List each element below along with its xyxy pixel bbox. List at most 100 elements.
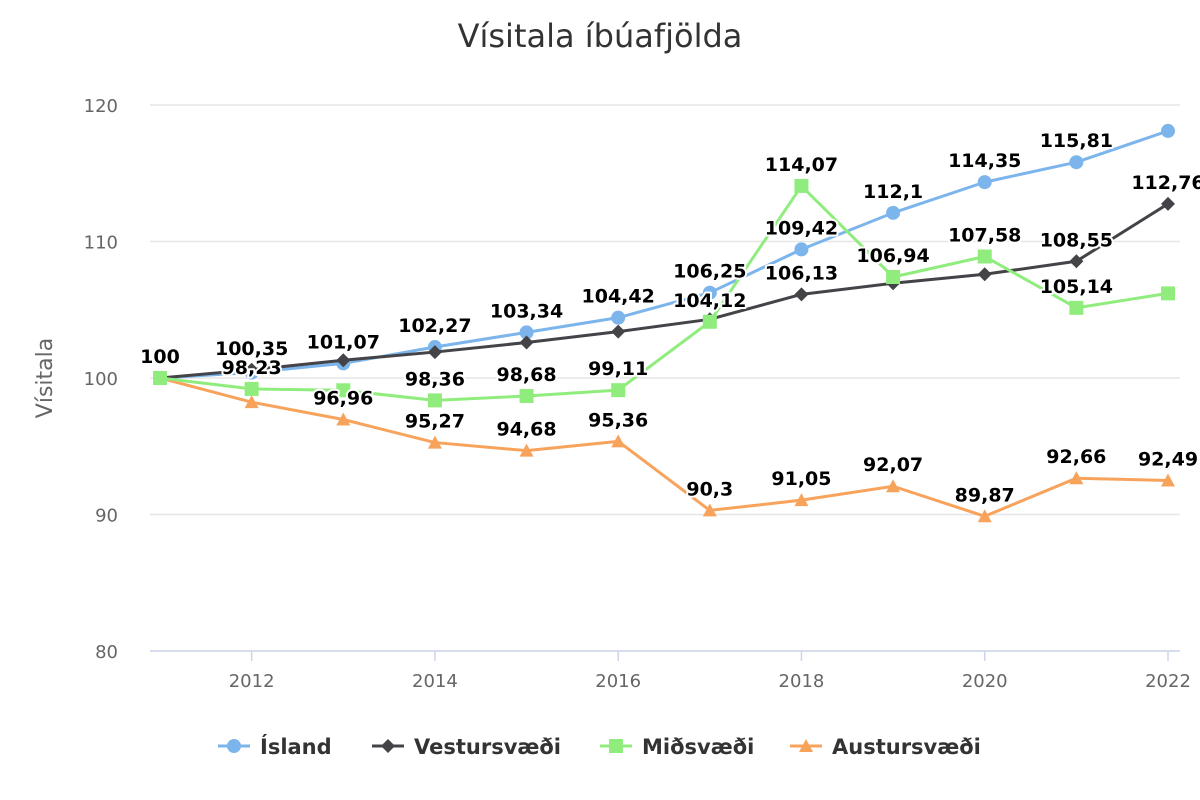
y-tick-label: 120 (84, 96, 118, 117)
series-point (336, 383, 351, 398)
y-axis-ticks: 80 90 100 110 120 (84, 96, 118, 663)
series-point (336, 412, 351, 426)
x-axis: 2012 2014 2016 2018 2020 2022 (150, 650, 1191, 692)
series-point (244, 362, 259, 377)
series-point (794, 242, 809, 257)
x-tick-label: 2020 (962, 671, 1008, 692)
series-line-2 (158, 184, 1170, 402)
x-tick-label: 2018 (779, 671, 825, 692)
series-point (1161, 123, 1175, 138)
data-label: 99,11 (588, 358, 648, 380)
data-label: 90,3 (686, 478, 733, 500)
series-point (702, 285, 717, 300)
series-point (702, 503, 717, 517)
y-axis-title: Vísitala (33, 338, 58, 418)
series-point (886, 205, 901, 220)
data-label: 92,66 (1046, 446, 1106, 468)
series-point (886, 479, 901, 493)
series-point (794, 493, 809, 507)
chart-title: Vísitala íbúafjölda (458, 17, 743, 55)
data-label: 109,42 (765, 217, 838, 239)
data-label: 112,76 (1131, 172, 1200, 194)
x-tick-label: 2014 (412, 671, 458, 692)
series-point (1161, 286, 1175, 301)
data-label: 108,55 (1040, 229, 1113, 251)
legend-marker (227, 739, 241, 753)
data-label: 91,05 (771, 468, 831, 490)
series-point (611, 310, 626, 325)
series-point (794, 287, 809, 302)
series-point (977, 267, 992, 282)
data-label: 103,34 (490, 300, 563, 322)
y-tick-label: 110 (84, 233, 118, 254)
series-point (519, 389, 534, 404)
series-point (1069, 471, 1084, 485)
series-point (977, 175, 992, 190)
series-point (427, 393, 442, 408)
data-label: 107,58 (948, 225, 1021, 247)
series-point (611, 434, 626, 448)
data-label: 98,36 (405, 368, 465, 390)
data-label: 106,25 (673, 261, 746, 283)
series-point (794, 178, 809, 193)
series-line-1 (158, 202, 1170, 380)
series-point (427, 435, 442, 449)
data-label: 104,42 (582, 286, 655, 308)
data-labels: 101,07 102,27 103,34 104,42 106,25 109,42 112,… (138, 128, 1200, 508)
data-label: 98,68 (496, 364, 556, 386)
data-label: 106,13 (765, 262, 838, 284)
legend-label: Vestursvæði (414, 735, 561, 759)
series-point (1161, 196, 1175, 211)
series-point (702, 314, 717, 329)
data-label: 114,07 (765, 154, 838, 176)
series-point (1161, 473, 1175, 487)
series-point (977, 509, 992, 523)
data-label: 114,35 (948, 150, 1021, 172)
series-point (427, 345, 442, 360)
data-label: 94,68 (496, 419, 556, 441)
data-label: 95,36 (588, 409, 648, 431)
series-point (244, 381, 259, 396)
series-point (611, 324, 626, 339)
y-tick-label: 80 (95, 642, 118, 663)
legend: Ísland Vestursvæði Miðsvæði Austursvæði (218, 734, 981, 759)
series-line-0 (158, 129, 1170, 380)
series-point (977, 249, 992, 264)
data-label: 101,07 (307, 331, 380, 353)
series-point (1069, 155, 1084, 170)
gridlines (150, 104, 1180, 652)
data-label: 92,49 (1138, 449, 1198, 471)
series-point (1069, 300, 1084, 315)
x-tick-label: 2016 (595, 671, 641, 692)
data-label: 105,14 (1040, 276, 1113, 298)
series-group (153, 123, 1175, 523)
series-point (611, 383, 626, 398)
y-tick-label: 100 (84, 369, 118, 390)
legend-label: Miðsvæði (642, 735, 754, 759)
series-point (519, 335, 534, 350)
series-point (519, 325, 534, 340)
data-label: 100 (140, 346, 180, 368)
data-label: 98,23 (222, 357, 282, 379)
data-label: 92,07 (863, 454, 923, 476)
legend-marker (381, 739, 395, 753)
legend-label: Austursvæði (832, 735, 981, 759)
x-tick-label: 2012 (229, 671, 275, 692)
data-label: 89,87 (955, 484, 1015, 506)
legend-label: Ísland (260, 734, 332, 759)
data-label: 95,27 (405, 411, 465, 433)
legend-marker (609, 739, 623, 753)
series-point (244, 395, 259, 409)
series-point (519, 443, 534, 457)
data-label: 96,96 (313, 387, 373, 409)
data-label: 106,94 (856, 245, 929, 267)
legend-marker (799, 739, 813, 752)
data-label: 102,27 (398, 315, 471, 337)
data-label: 115,81 (1040, 130, 1113, 152)
data-label: 112,1 (863, 181, 923, 203)
y-tick-label: 90 (95, 506, 118, 527)
series-point (886, 269, 901, 284)
x-tick-label: 2022 (1145, 671, 1191, 692)
series-point (1069, 254, 1084, 269)
